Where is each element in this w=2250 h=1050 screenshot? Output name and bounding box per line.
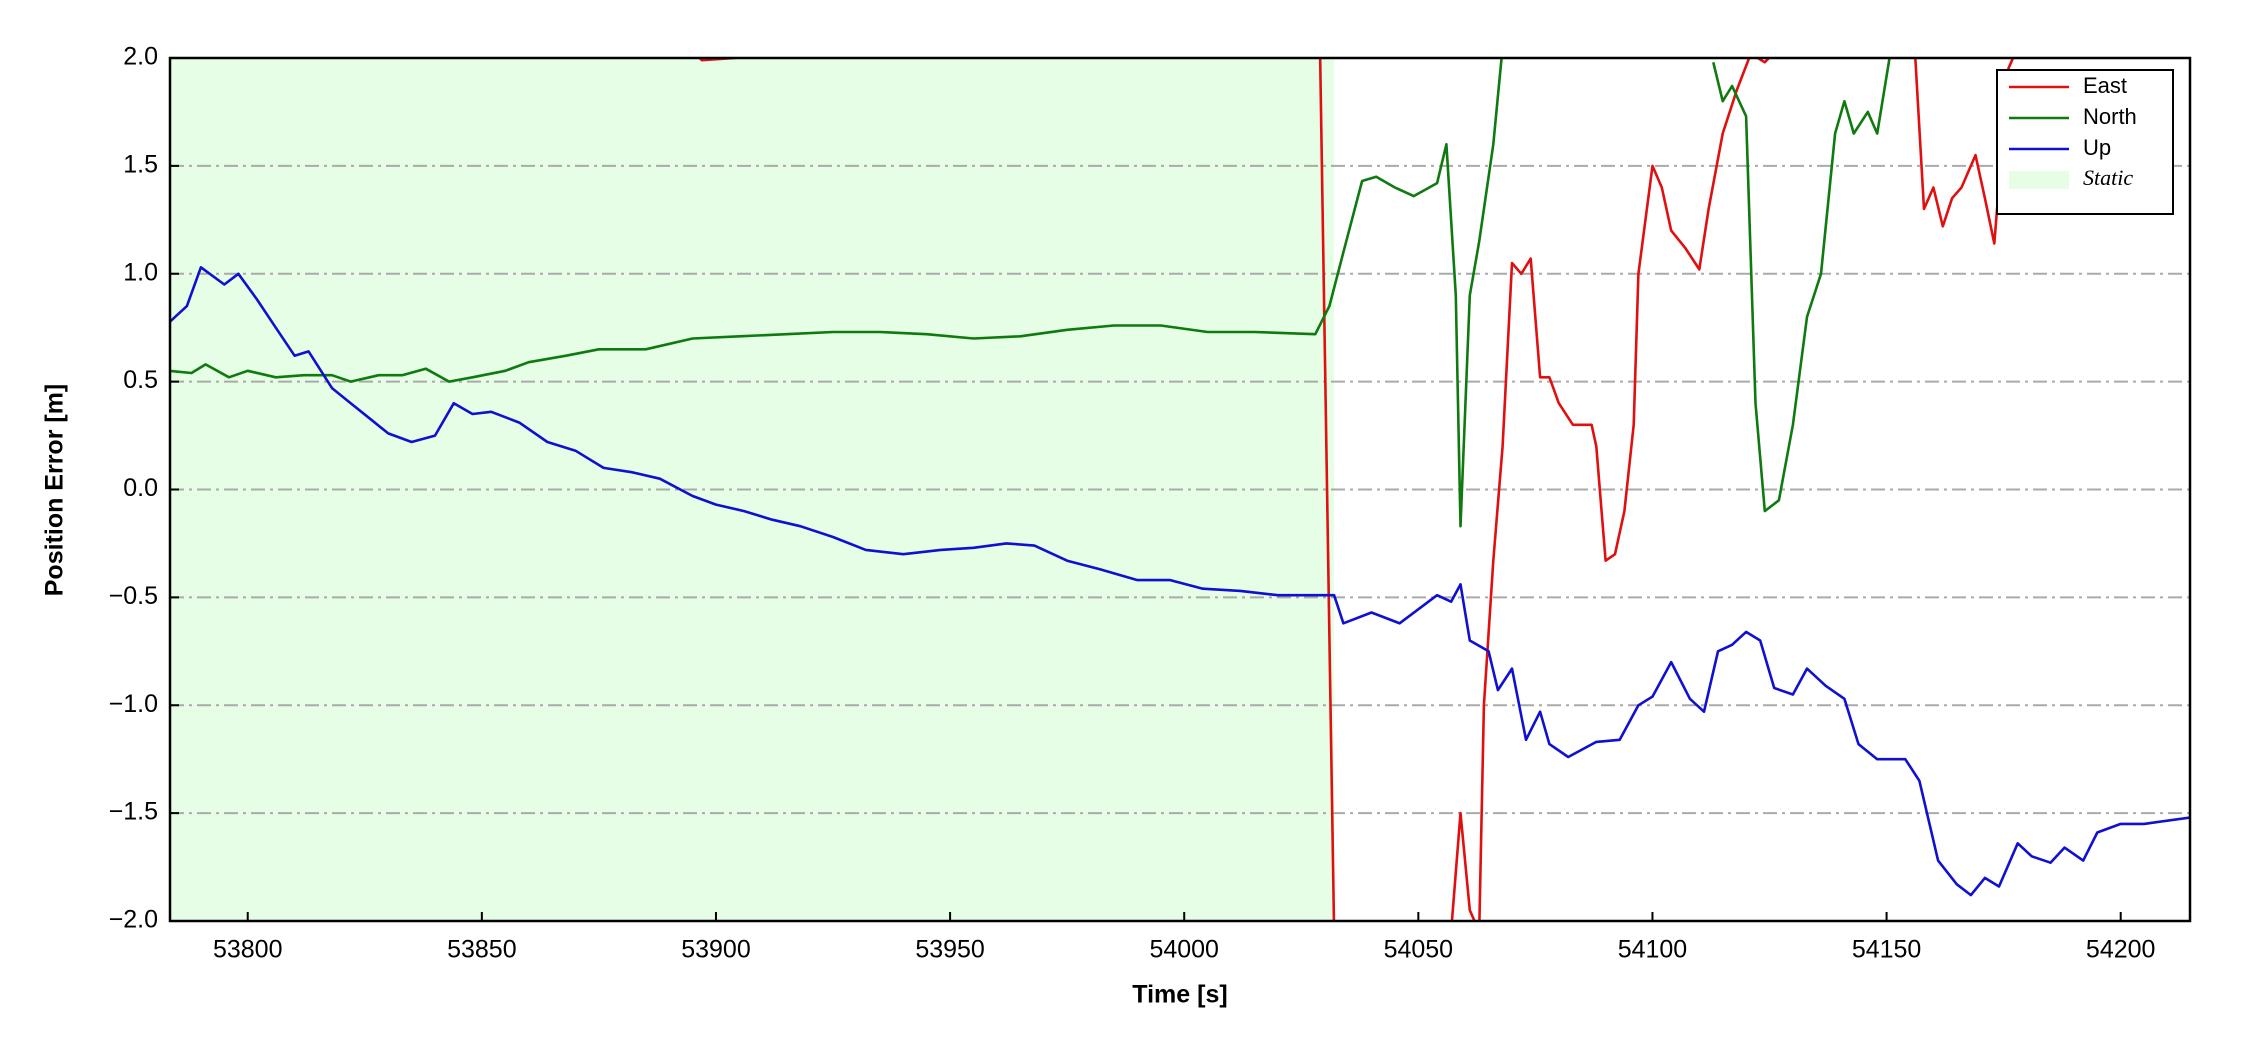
y-tick-label: −1.5 xyxy=(109,798,158,826)
x-tick-label: 53900 xyxy=(681,936,751,964)
legend-label: North xyxy=(2083,104,2137,129)
series-line xyxy=(170,266,2190,897)
y-tick-label: 1.0 xyxy=(123,258,158,286)
legend: East North Up Static xyxy=(1996,69,2174,215)
x-tick-label: 54050 xyxy=(1384,936,1454,964)
y-tick-label: −0.5 xyxy=(109,582,158,610)
series-line xyxy=(170,58,1891,528)
legend-box xyxy=(1996,69,2174,215)
grid xyxy=(170,164,2190,815)
ticks: −2.0 −1.5 −1.0 −0.5 0.0 0.5 1.0 1.5 2.0 53800 5385… xyxy=(109,43,2156,964)
y-tick-label: 2.0 xyxy=(123,43,158,71)
legend-label: Up xyxy=(2083,135,2111,160)
legend-label: East xyxy=(2083,73,2127,98)
x-tick-label: 53950 xyxy=(915,936,985,964)
y-tick-label: −2.0 xyxy=(109,906,158,934)
legend-swatch xyxy=(2009,171,2069,189)
x-tick-label: 53850 xyxy=(447,936,517,964)
y-tick-label: −1.0 xyxy=(109,690,158,718)
y-tick-label: 0.5 xyxy=(123,366,158,394)
legend-label: Static xyxy=(2083,165,2133,190)
x-tick-label: 54000 xyxy=(1149,936,1219,964)
x-tick-label: 54100 xyxy=(1618,936,1688,964)
x-tick-label: 54150 xyxy=(1852,936,1922,964)
y-tick-label: 0.0 xyxy=(123,474,158,502)
y-axis-label: Position Error [m] xyxy=(41,384,69,597)
x-axis-label: Time [s] xyxy=(1132,981,1227,1009)
x-tick-label: 54200 xyxy=(2086,936,2156,964)
x-tick-label: 53800 xyxy=(213,936,283,964)
y-tick-label: 1.5 xyxy=(123,150,158,178)
